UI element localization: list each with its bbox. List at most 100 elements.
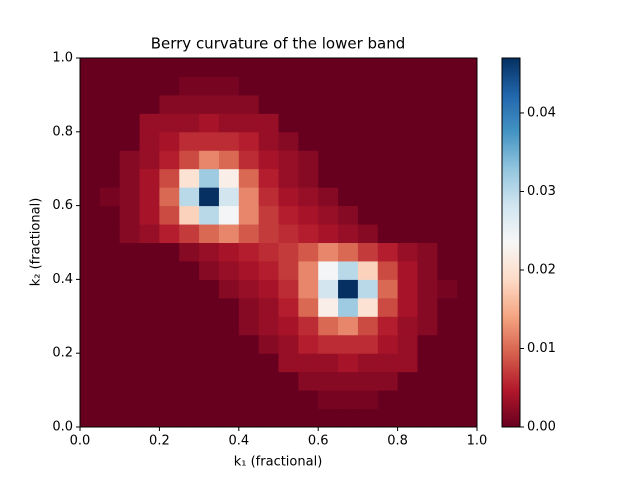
heatmap-cell bbox=[80, 242, 101, 262]
heatmap-cell bbox=[437, 334, 458, 354]
heatmap-cell bbox=[218, 58, 240, 77]
heatmap-cell bbox=[218, 187, 240, 207]
heatmap-cell bbox=[99, 224, 121, 243]
heatmap-cell bbox=[278, 94, 299, 114]
heatmap-cell bbox=[318, 408, 339, 428]
heatmap-cell bbox=[397, 205, 418, 225]
heatmap-cell bbox=[119, 168, 141, 188]
heatmap-cell bbox=[457, 242, 478, 262]
heatmap-cell bbox=[417, 58, 438, 77]
heatmap-cell bbox=[99, 187, 121, 207]
heatmap-cell bbox=[99, 353, 121, 373]
heatmap-cell bbox=[139, 113, 160, 133]
heatmap-cell bbox=[318, 205, 339, 225]
heatmap-cell bbox=[80, 260, 101, 280]
heatmap-cell bbox=[139, 279, 160, 299]
heatmap-cell bbox=[99, 94, 121, 114]
heatmap-cell bbox=[238, 58, 260, 77]
heatmap-cell bbox=[417, 131, 438, 151]
heatmap-cell bbox=[437, 260, 458, 280]
heatmap-cell bbox=[377, 390, 399, 410]
heatmap-cell bbox=[258, 316, 279, 336]
heatmap-cell bbox=[199, 224, 220, 243]
heatmap-cell bbox=[80, 76, 101, 96]
heatmap-cell bbox=[119, 94, 141, 114]
heatmap-cell bbox=[377, 58, 399, 77]
heatmap-cell bbox=[377, 168, 399, 188]
heatmap-cell bbox=[139, 58, 160, 77]
heatmap-cell bbox=[218, 224, 240, 243]
heatmap-cell bbox=[338, 76, 359, 96]
heatmap-cell bbox=[238, 94, 260, 114]
heatmap-cell bbox=[179, 297, 200, 317]
heatmap-cell bbox=[278, 334, 299, 354]
heatmap-cell bbox=[119, 260, 141, 280]
heatmap-cell bbox=[238, 408, 260, 428]
heatmap-cell bbox=[179, 279, 200, 299]
heatmap-cell bbox=[258, 390, 279, 410]
heatmap-cell bbox=[199, 334, 220, 354]
colorbar-tick-label: 0.03 bbox=[527, 184, 556, 199]
heatmap-cell bbox=[258, 408, 279, 428]
heatmap-cell bbox=[199, 187, 220, 207]
heatmap-cell bbox=[119, 334, 141, 354]
heatmap-cell bbox=[99, 408, 121, 428]
heatmap-cell bbox=[99, 390, 121, 410]
heatmap-cell bbox=[99, 260, 121, 280]
heatmap-cell bbox=[159, 260, 180, 280]
heatmap-cell bbox=[417, 242, 438, 262]
heatmap-cell bbox=[377, 297, 399, 317]
heatmap-cell bbox=[80, 353, 101, 373]
heatmap-cell bbox=[139, 371, 160, 391]
heatmap-cell bbox=[298, 205, 319, 225]
heatmap-cell bbox=[218, 334, 240, 354]
heatmap-cell bbox=[159, 131, 180, 151]
heatmap-cell bbox=[99, 316, 121, 336]
heatmap-cell bbox=[218, 353, 240, 373]
heatmap-cell bbox=[278, 150, 299, 170]
heatmap-cell bbox=[298, 260, 319, 280]
heatmap-cell bbox=[338, 260, 359, 280]
heatmap-cell bbox=[80, 94, 101, 114]
heatmap-cell bbox=[159, 187, 180, 207]
heatmap-cell bbox=[179, 168, 200, 188]
heatmap-cell bbox=[338, 297, 359, 317]
heatmap-cell bbox=[199, 131, 220, 151]
heatmap-cell bbox=[278, 168, 299, 188]
heatmap-cell bbox=[80, 150, 101, 170]
heatmap-cell bbox=[218, 113, 240, 133]
heatmap-cell bbox=[457, 371, 478, 391]
heatmap-cell bbox=[80, 297, 101, 317]
heatmap-cell bbox=[179, 316, 200, 336]
heatmap-cell bbox=[377, 353, 399, 373]
y-tick-label: 0.6 bbox=[52, 198, 73, 213]
heatmap-cell bbox=[377, 316, 399, 336]
heatmap-cell bbox=[278, 224, 299, 243]
heatmap-cell bbox=[238, 390, 260, 410]
heatmap-cell bbox=[238, 187, 260, 207]
heatmap-cell bbox=[377, 242, 399, 262]
heatmap-cell bbox=[238, 316, 260, 336]
heatmap-cell bbox=[199, 390, 220, 410]
heatmap-cell bbox=[357, 131, 379, 151]
heatmap-cell bbox=[377, 224, 399, 243]
heatmap-cell bbox=[199, 76, 220, 96]
heatmap-cell bbox=[338, 131, 359, 151]
heatmap-cell bbox=[417, 94, 438, 114]
heatmap-cell bbox=[238, 224, 260, 243]
heatmap-cell bbox=[218, 260, 240, 280]
heatmap-cell bbox=[258, 334, 279, 354]
heatmap-cell bbox=[457, 279, 478, 299]
heatmap-cell bbox=[199, 150, 220, 170]
heatmap-cell bbox=[437, 279, 458, 299]
heatmap-cell bbox=[80, 371, 101, 391]
heatmap-cell bbox=[417, 76, 438, 96]
heatmap-cell bbox=[318, 187, 339, 207]
heatmap-cell bbox=[357, 279, 379, 299]
heatmap-cell bbox=[99, 334, 121, 354]
heatmap-cell bbox=[278, 187, 299, 207]
heatmap-cell bbox=[99, 131, 121, 151]
heatmap-cell bbox=[298, 224, 319, 243]
heatmap-cell bbox=[179, 390, 200, 410]
heatmap-cell bbox=[357, 353, 379, 373]
